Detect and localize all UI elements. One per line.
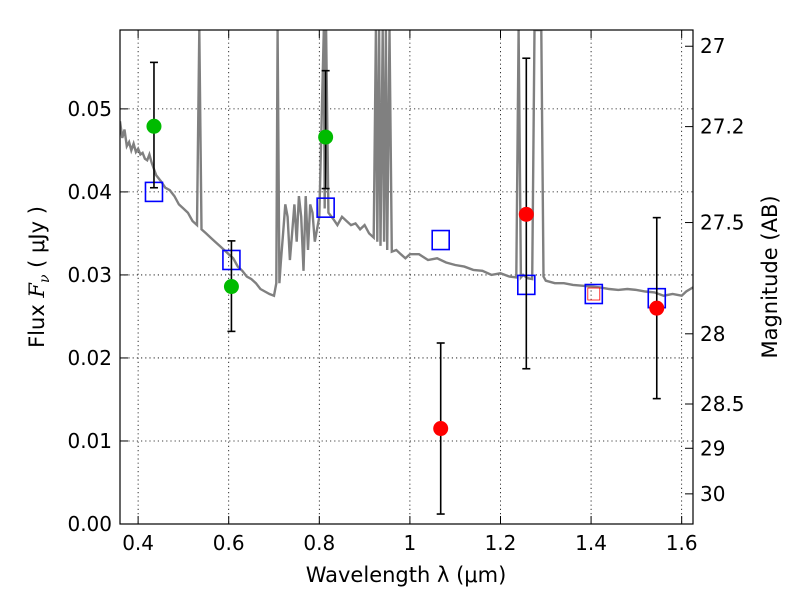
axis-ticks: 0.4 0.6 0.8 1 1.2 1.4 1.6 0.00 0.01 0.02 0.03 0.04 0…: [67, 30, 745, 555]
y-tick-label: 0.00: [67, 512, 112, 536]
mag-tick-label: 27.2: [700, 115, 745, 139]
x-tick-label: 0.4: [122, 531, 154, 555]
x-tick-label: 1.4: [575, 531, 607, 555]
x-tick-label: 1: [404, 531, 417, 555]
mag-tick-label: 27: [700, 34, 725, 58]
x-tick-label: 0.6: [213, 531, 245, 555]
y-axis-label-symbol: F: [25, 282, 49, 299]
bandpass-square-marker: [431, 229, 450, 251]
y-tick-label: 0.04: [67, 180, 112, 204]
grid: [120, 30, 693, 525]
photometry-point: [318, 129, 334, 145]
photometry-point: [146, 118, 162, 134]
sed-model-line: [120, 30, 693, 298]
mag-tick-label: 28.5: [700, 392, 745, 416]
y-axis-label-tail: ( μJy ): [25, 206, 49, 274]
y-axis-label-lead: Flux: [25, 298, 49, 348]
x-tick-label: 0.8: [303, 531, 335, 555]
y-axis-label: Flux Fν ( μJy ): [25, 206, 53, 348]
y-tick-label: 0.03: [67, 263, 112, 287]
photometry-point: [649, 300, 665, 316]
mag-tick-label: 27.5: [700, 211, 745, 235]
mag-tick-label: 29: [700, 436, 725, 460]
mag-tick-label: 28: [700, 322, 725, 346]
bandpass-square-marker: [584, 283, 604, 305]
x-axis-label: Wavelength λ (μm): [306, 563, 507, 587]
plot-frame: [119, 29, 694, 525]
x-tick-label: 1.2: [485, 531, 517, 555]
y-axis-label-subscript: ν: [37, 274, 53, 283]
photometry-point: [223, 279, 239, 295]
plot-area: [120, 30, 693, 515]
photometry-point: [433, 421, 449, 437]
bandpass-square-marker: [316, 197, 335, 218]
y-tick-label: 0.02: [67, 346, 112, 370]
mag-tick-label: 30: [700, 482, 725, 506]
y-tick-label: 0.01: [67, 429, 112, 453]
photometry-point: [518, 206, 534, 222]
x-tick-label: 1.6: [666, 531, 698, 555]
y-tick-label: 0.05: [67, 97, 112, 121]
y2-axis-label: Magnitude (AB): [758, 195, 782, 358]
small-square-marker: [587, 287, 601, 301]
